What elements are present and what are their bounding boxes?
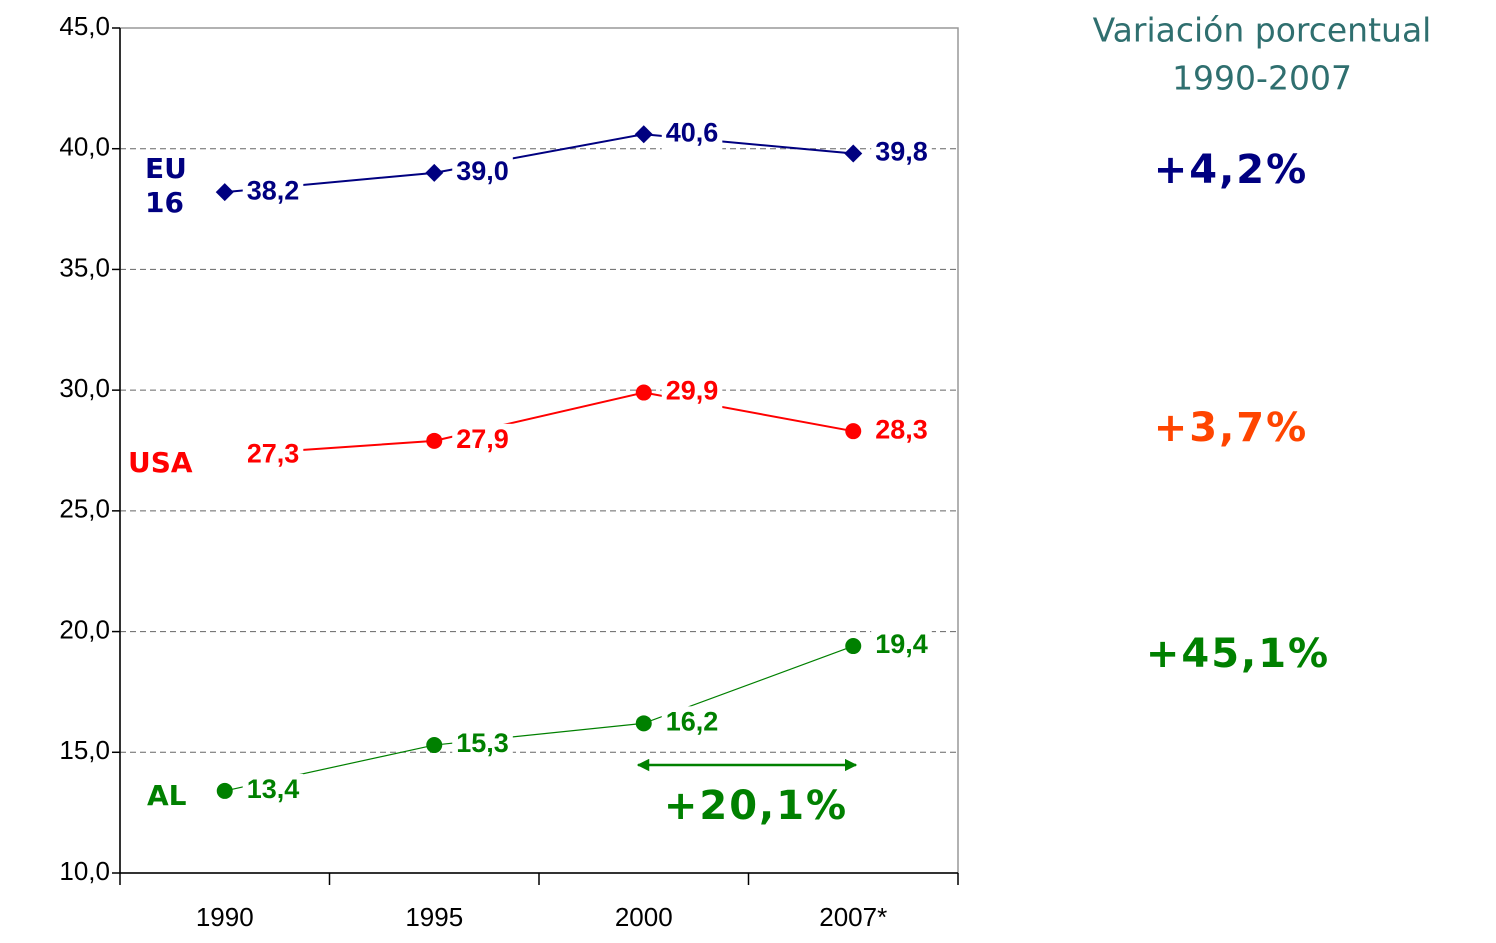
x-tick-label: 2007* bbox=[819, 902, 887, 932]
marker bbox=[845, 638, 862, 655]
marker bbox=[635, 715, 652, 732]
value-label-group: 16,2 bbox=[661, 706, 723, 741]
y-tick-label: 10,0 bbox=[59, 856, 110, 886]
value-label-bg bbox=[242, 175, 304, 210]
value-label-group: 28,3 bbox=[871, 414, 932, 449]
value-label-bg bbox=[871, 136, 932, 171]
value-label: 29,9 bbox=[666, 376, 719, 406]
value-label-group: 19,4 bbox=[871, 629, 932, 664]
y-tick-label: 25,0 bbox=[59, 494, 110, 524]
y-tick-label: 15,0 bbox=[59, 735, 110, 765]
value-label-bg bbox=[661, 375, 723, 410]
value-label-group: 39,8 bbox=[871, 136, 932, 171]
series-line bbox=[224, 133, 854, 194]
annotation: 1990-2007 bbox=[1172, 59, 1352, 98]
value-label-bg bbox=[242, 438, 304, 473]
value-label-group: 29,9 bbox=[661, 375, 723, 410]
value-label-group: 27,9 bbox=[452, 423, 513, 458]
value-label-bg bbox=[871, 414, 932, 449]
value-label: 15,3 bbox=[456, 728, 509, 758]
series-label: EU 16 bbox=[145, 152, 187, 219]
value-label-bg bbox=[452, 423, 513, 458]
marker bbox=[844, 144, 863, 163]
value-label-group: 38,2 bbox=[242, 175, 304, 210]
value-label: 27,3 bbox=[247, 438, 300, 468]
marker bbox=[425, 163, 444, 182]
value-label: 39,8 bbox=[875, 137, 928, 167]
annotation: Variación porcentual bbox=[1093, 11, 1432, 50]
value-label-bg bbox=[661, 117, 723, 152]
value-label-bg bbox=[452, 155, 513, 190]
marker bbox=[634, 125, 653, 144]
value-label-bg bbox=[661, 706, 723, 741]
value-label: 13,4 bbox=[247, 774, 300, 804]
series-label: AL bbox=[147, 779, 187, 812]
value-label-bg bbox=[452, 728, 513, 763]
value-label: 38,2 bbox=[247, 175, 300, 205]
value-label: 19,4 bbox=[875, 629, 928, 659]
value-label: 28,3 bbox=[875, 414, 928, 444]
annotation: +3,7% bbox=[1154, 405, 1308, 451]
y-tick-label: 40,0 bbox=[59, 132, 110, 162]
marker bbox=[635, 384, 652, 401]
value-label-group: 15,3 bbox=[452, 728, 513, 763]
value-label: 39,0 bbox=[456, 156, 509, 186]
value-label-bg bbox=[871, 629, 932, 664]
marker bbox=[426, 432, 443, 449]
x-tick-label: 1995 bbox=[405, 902, 463, 932]
value-label-group: 39,0 bbox=[452, 155, 513, 190]
marker bbox=[426, 737, 443, 754]
annotation: +20,1% bbox=[664, 783, 848, 829]
x-tick-label: 2000 bbox=[615, 902, 673, 932]
y-tick-label: 35,0 bbox=[59, 252, 110, 282]
y-tick-label: 20,0 bbox=[59, 614, 110, 644]
value-label-group: 13,4 bbox=[242, 773, 304, 808]
marker bbox=[845, 423, 862, 440]
series-line bbox=[224, 645, 854, 792]
marker bbox=[216, 782, 233, 799]
value-label-group: 27,3 bbox=[242, 438, 304, 473]
series-label: USA bbox=[128, 446, 248, 480]
marker bbox=[215, 183, 234, 202]
value-label: 27,9 bbox=[456, 424, 509, 454]
y-tick-label: 45,0 bbox=[59, 11, 110, 41]
annotation: +4,2% bbox=[1154, 147, 1308, 193]
value-label: 16,2 bbox=[666, 706, 719, 736]
value-label: 40,6 bbox=[666, 117, 719, 147]
x-tick-label: 1990 bbox=[196, 902, 254, 932]
value-label-group: 40,6 bbox=[661, 117, 723, 152]
series-line bbox=[224, 391, 854, 457]
y-tick-label: 30,0 bbox=[59, 373, 110, 403]
annotation: +45,1% bbox=[1146, 631, 1330, 677]
value-label-bg bbox=[242, 773, 304, 808]
